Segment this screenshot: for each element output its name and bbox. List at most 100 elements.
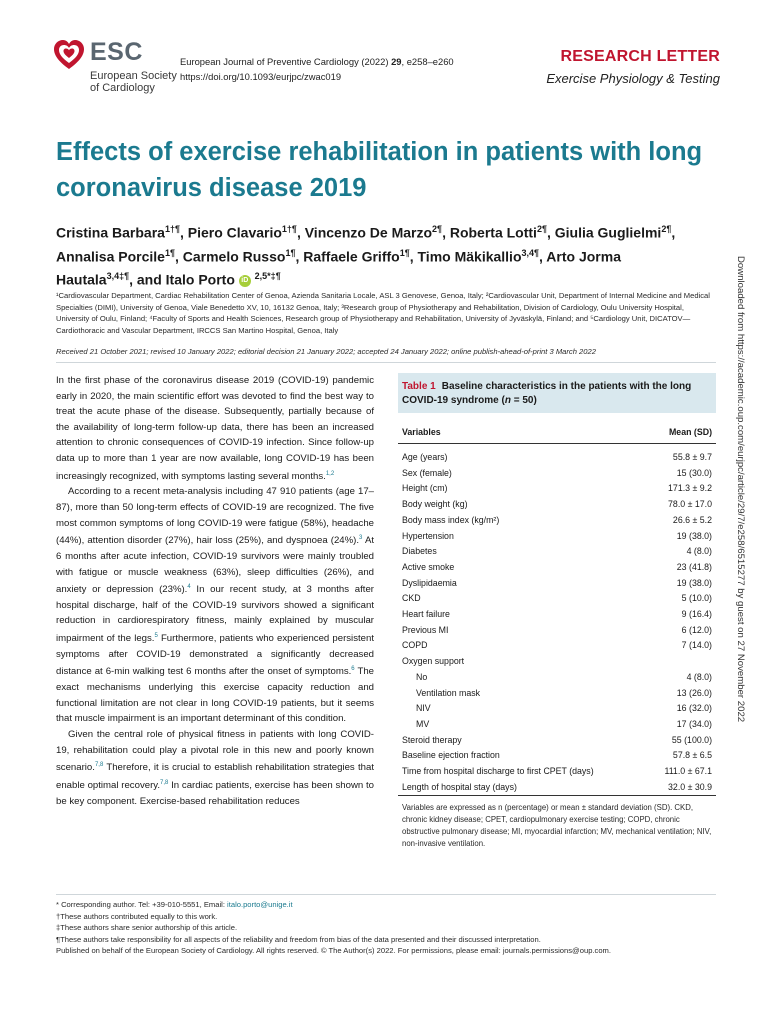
email-link[interactable]: italo.porto@unige.it xyxy=(227,900,293,909)
orcid-icon[interactable]: iD xyxy=(238,275,251,288)
table-1: Table 1 Baseline characteristics in the p… xyxy=(398,373,716,850)
author-name: and Italo Porto xyxy=(136,271,235,288)
column-header-variables: Variables xyxy=(398,413,647,444)
table-label: Table 1 xyxy=(402,381,436,392)
publisher-statement: Published on behalf of the European Soci… xyxy=(56,946,611,955)
table-row: Age (years) 55.8 ± 9.7 xyxy=(398,444,716,466)
table-row: Hypertension 19 (38.0) xyxy=(398,529,716,545)
table-cell-variable: COPD xyxy=(402,640,428,651)
table-row: NIV 16 (32.0) xyxy=(398,701,716,717)
author-name: Raffaele Griffo xyxy=(303,248,400,265)
citation-link[interactable]: 1,2 xyxy=(325,470,335,477)
table-footnote: Variables are expressed as n (percentage… xyxy=(402,803,712,848)
journal-name: European Journal of Preventive Cardiolog… xyxy=(180,56,392,67)
author-name: Roberta Lotti xyxy=(449,224,537,241)
header-divider xyxy=(56,362,716,363)
table-row: Active smoke 23 (41.8) xyxy=(398,560,716,576)
corresponding-author: * Corresponding author. Tel: +39-010-555… xyxy=(56,900,293,909)
table-cell-value: 55.8 ± 9.7 xyxy=(672,452,712,462)
table-cell-variable: NIV xyxy=(416,703,431,714)
table-cell-variable: Time from hospital discharge to first CP… xyxy=(402,766,594,777)
journal-citation: European Journal of Preventive Cardiolog… xyxy=(180,54,454,84)
paragraph-2: According to a recent meta-analysis incl… xyxy=(56,486,375,725)
table-cell-value: 171.3 ± 9.2 xyxy=(668,483,712,494)
article-title: Effects of exercise rehabilitation in pa… xyxy=(56,138,703,202)
table-caption: Table 1 Baseline characteristics in the p… xyxy=(398,373,716,413)
download-watermark: Downloaded from https://academic.oup.com… xyxy=(735,256,746,723)
table-row: CKD 5 (10.0) xyxy=(398,591,716,607)
citation-link[interactable]: 7,8 xyxy=(160,779,169,786)
table-cell-value: 55 (100.0) xyxy=(671,734,712,745)
table-cell-value: 23 (41.8) xyxy=(676,561,712,572)
table-cell-value: 4 (8.0) xyxy=(686,546,712,557)
table-row: Diabetes 4 (8.0) xyxy=(398,544,716,560)
footnote-equal-contribution: †These authors contributed equally to th… xyxy=(56,911,218,921)
table-row: Ventilation mask 13 (26.0) xyxy=(398,686,716,702)
table-cell-variable: Body mass index (kg/m²) xyxy=(402,514,500,525)
doi-link[interactable]: https://doi.org/10.1093/eurjpc/zwac019 xyxy=(180,71,342,82)
citation-link[interactable]: 7,8 xyxy=(94,762,104,769)
table-cell-value: 26.6 ± 5.2 xyxy=(672,514,712,525)
table-cell-value: 111.0 ± 67.1 xyxy=(664,766,712,777)
body-column: In the first phase of the coronavirus di… xyxy=(56,373,374,809)
author-affiliation-marker: 1†¶ xyxy=(164,224,180,234)
table-cell-value: 6 (12.0) xyxy=(681,624,712,635)
received-dates: Received 21 October 2021; revised 10 Jan… xyxy=(56,347,596,356)
author-name: Annalisa Porcile xyxy=(56,248,165,265)
author-affiliation-marker: 2,5*‡¶ xyxy=(254,271,281,282)
table-cell-value: 13 (26.0) xyxy=(676,687,712,698)
journal-volume: 29 xyxy=(391,56,402,67)
article-type: RESEARCH LETTER xyxy=(560,48,720,65)
table-row: Oxygen support xyxy=(398,654,716,670)
table-row: Heart failure 9 (16.4) xyxy=(398,607,716,623)
logo-text: ESC xyxy=(90,38,143,66)
citation-link[interactable]: 4 xyxy=(187,584,191,591)
author-name: Piero Clavario xyxy=(187,224,282,241)
affiliations: ¹Cardiovascular Department, Cardiac Reha… xyxy=(56,291,710,335)
footnote-responsibility: ¶These authors take responsibility for a… xyxy=(56,934,541,944)
author-affiliation-marker: 2¶ xyxy=(661,224,672,234)
citation-link[interactable]: 6 xyxy=(351,666,355,673)
author-name: Vincenzo De Marzo xyxy=(304,224,433,241)
table-cell-variable: Active smoke xyxy=(402,561,455,572)
journal-pages: , e258–e260 xyxy=(401,56,454,67)
table-cell-variable: Sex (female) xyxy=(402,467,452,478)
author-name: Arto Jorma Hautala xyxy=(56,248,621,288)
table-cell-value xyxy=(647,654,716,670)
footnote-senior-authorship: ‡These authors share senior authorship o… xyxy=(56,923,238,932)
author-name: Timo Mäkikallio xyxy=(417,248,522,265)
article-section: Exercise Physiology & Testing xyxy=(546,71,720,86)
table-cell-variable: MV xyxy=(416,718,430,729)
table-cell-value: 57.8 ± 6.5 xyxy=(672,750,712,761)
author-affiliation-marker: 3,4¶ xyxy=(521,247,540,258)
table-row: Body weight (kg) 78.0 ± 17.0 xyxy=(398,497,716,513)
heart-logo-icon xyxy=(54,40,84,69)
table-cell-value: 19 (38.0) xyxy=(676,530,712,541)
paragraph-1: In the first phase of the coronavirus di… xyxy=(56,375,374,482)
baseline-table: Variables Mean (SD) Age (years) 55.8 ± 9.… xyxy=(398,413,716,797)
author-affiliation-marker: 3,4‡¶ xyxy=(106,271,130,282)
citation-link[interactable]: 5 xyxy=(154,633,158,640)
table-row: Previous MI 6 (12.0) xyxy=(398,623,716,639)
author-name: Giulia Guglielmi xyxy=(554,224,662,241)
table-cell-value: 17 (34.0) xyxy=(676,718,712,729)
table-row: Length of hospital stay (days) 32.0 ± 30.… xyxy=(398,779,716,797)
author-affiliation-marker: 2¶ xyxy=(536,224,547,234)
table-cell-value: 5 (10.0) xyxy=(681,593,712,604)
table-cell-variable: Baseline ejection fraction xyxy=(402,750,500,761)
column-header-mean: Mean (SD) xyxy=(646,413,716,444)
author-name: Cristina Barbara xyxy=(56,224,165,241)
table-row: Sex (female) 15 (30.0) xyxy=(398,466,716,482)
footnotes: * Corresponding author. Tel: +39-010-555… xyxy=(56,899,716,957)
logo-subtitle-2: of Cardiology xyxy=(90,82,155,94)
table-cell-value: 7 (14.0) xyxy=(681,640,712,651)
table-cell-variable: Age (years) xyxy=(402,452,448,462)
table-cell-value: 9 (16.4) xyxy=(681,609,712,620)
table-cell-variable: Oxygen support xyxy=(402,656,465,667)
table-row: MV 17 (34.0) xyxy=(398,717,716,733)
paragraph-3: Given the central role of physical fitne… xyxy=(56,729,374,807)
table-cell-value: 4 (8.0) xyxy=(686,671,712,682)
citation-link[interactable]: 3 xyxy=(359,535,363,542)
table-cell-value: 32.0 ± 30.9 xyxy=(646,779,716,797)
footnote-divider xyxy=(56,894,716,895)
